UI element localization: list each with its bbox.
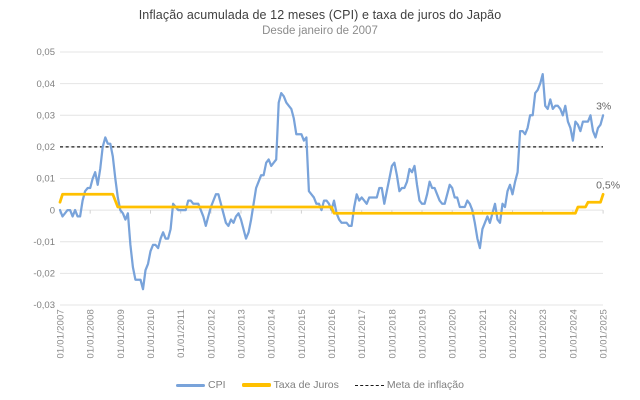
x-tick-label: 01/01/2014 (267, 309, 278, 359)
chart-title: Inflação acumulada de 12 meses (CPI) e t… (138, 8, 502, 22)
y-tick-label: -0,01 (33, 237, 55, 248)
x-tick-label: 01/01/2024 (568, 309, 579, 359)
legend-item-meta-inflacao: Meta de inflação (354, 379, 464, 391)
y-tick-label: 0,02 (37, 142, 56, 153)
taxa-juros-line (58, 192, 605, 215)
annotation-cpi: 3% (596, 100, 611, 112)
y-tick-label: 0,01 (37, 174, 56, 185)
y-tick-label: 0,05 (37, 47, 56, 58)
y-tick-label: -0,03 (33, 300, 55, 311)
y-tick-label: 0 (50, 205, 55, 216)
cpi-line-marker-icon (176, 383, 206, 387)
y-tick-label: -0,02 (33, 269, 55, 280)
y-tick-label: 0,04 (37, 79, 56, 90)
legend-label-taxa-de-juros: Taxa de Juros (273, 379, 339, 391)
x-tick-label: 01/01/2022 (508, 309, 519, 359)
x-tick-label: 01/01/2017 (357, 309, 368, 359)
legend-label-meta-inflacao: Meta de inflação (386, 379, 464, 391)
x-tick-label: 01/01/2023 (538, 309, 549, 359)
chart-subtitle: Desde janeiro de 2007 (262, 25, 378, 37)
legend-label-cpi: CPI (208, 379, 226, 391)
legend: CPI Taxa de Juros Meta de inflação (0, 376, 640, 394)
x-tick-label: 01/01/2020 (448, 309, 459, 359)
y-tick-label: 0,03 (37, 111, 56, 122)
cpi-line (58, 72, 605, 291)
legend-item-cpi: CPI (176, 379, 226, 391)
x-tick-label: 01/01/2008 (86, 309, 97, 359)
taxa-juros-line-marker-icon (241, 383, 271, 387)
x-tick-label: 01/01/2021 (478, 309, 489, 359)
x-tick-label: 01/01/2011 (176, 309, 187, 358)
x-tick-label: 01/01/2016 (327, 309, 338, 359)
x-tick-label: 01/01/2013 (237, 309, 248, 359)
x-tick-label: 01/01/2009 (116, 309, 127, 359)
meta-inflacao-dashed-marker-icon (354, 384, 384, 386)
x-tick-label: 01/01/2010 (146, 309, 157, 359)
x-tick-label: 01/01/2007 (56, 309, 67, 359)
legend-item-taxa-de-juros: Taxa de Juros (241, 379, 339, 391)
x-tick-label: 01/01/2015 (297, 309, 308, 359)
annotation-taxa-juros: 0,5% (596, 179, 620, 191)
x-tick-label: 01/01/2019 (418, 309, 429, 359)
x-tick-label: 01/01/2018 (387, 309, 398, 359)
x-tick-label: 01/01/2012 (206, 309, 217, 359)
x-tick-label: 01/01/2025 (599, 309, 610, 359)
